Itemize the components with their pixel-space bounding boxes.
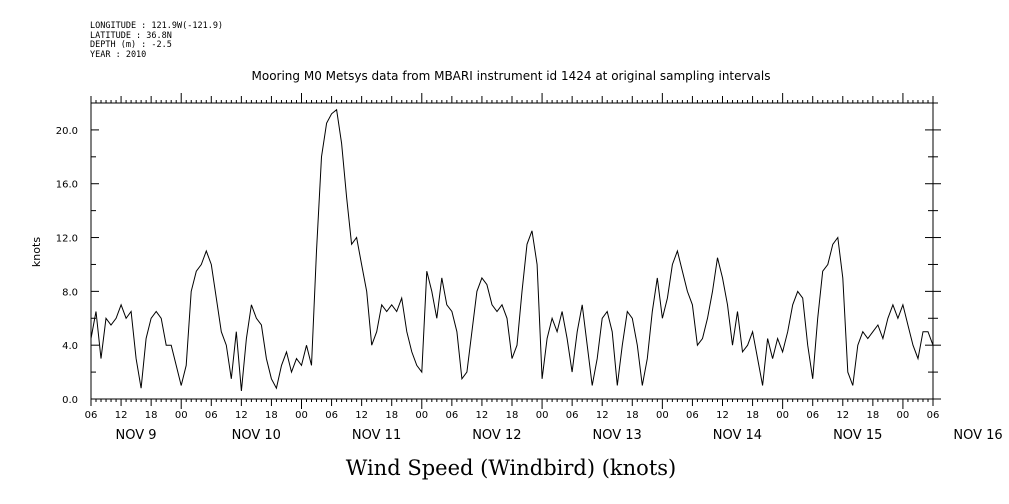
x-tick-label: 12 [476,410,489,421]
depth-text: DEPTH (m) : -2.5 [90,40,172,50]
day-label: NOV 14 [713,428,762,443]
day-label: NOV 16 [953,428,1002,443]
mooring-metadata: LONGITUDE : 121.9W(-121.9) LATITUDE : 36… [90,21,224,60]
y-tick-label: 16.0 [56,180,78,191]
day-label: NOV 11 [352,428,401,443]
x-tick-label: 12 [596,410,609,421]
x-tick-label: 12 [115,410,128,421]
year-text: YEAR : 2010 [90,49,147,60]
wind-speed-series-line [90,108,934,391]
longitude-text: LONGITUDE : 121.9W(-121.9) [90,21,224,31]
x-tick-label: 06 [85,410,98,421]
day-label: NOV 10 [232,428,281,443]
x-tick-label: 12 [836,410,849,421]
day-label: NOV 13 [592,428,641,443]
chart-subtitle: Wind Speed (Windbird) (knots) [346,456,676,480]
y-tick-label: 12.0 [56,234,78,245]
y-tick-label: 8.0 [62,287,78,298]
y-tick-label: 20.0 [56,126,78,137]
x-tick-label: 18 [866,410,879,421]
x-tick-label: 00 [415,410,428,421]
x-tick-label: 12 [235,410,248,421]
x-tick-label: 00 [175,410,188,421]
day-label: NOV 15 [833,428,882,443]
x-tick-label: 18 [145,410,158,421]
day-label: NOV 12 [472,428,521,443]
x-tick-label: 00 [897,410,910,421]
latitude-text: LATITUDE : 36.8N [90,30,172,41]
chart-axes: 0.0 4.0 8.0 12.0 16.0 20.0 06 12 18 00 06 12 18 00 06 1… [56,93,1003,443]
y-axis-label: knots [30,237,43,267]
day-label: NOV 9 [115,428,156,443]
x-tick-label: 06 [927,410,940,421]
x-tick-label: 18 [385,410,398,421]
x-tick-label: 06 [445,410,458,421]
x-tick-label: 00 [295,410,308,421]
x-tick-label: 18 [626,410,639,421]
x-tick-label: 18 [506,410,519,421]
x-tick-label: 06 [566,410,579,421]
y-tick-label: 4.0 [62,341,78,352]
x-tick-label: 06 [806,410,819,421]
x-tick-label: 06 [686,410,699,421]
x-tick-label: 00 [656,410,669,421]
x-tick-label: 12 [355,410,368,421]
y-tick-label: 0.0 [62,395,78,406]
x-tick-label: 06 [205,410,218,421]
x-tick-label: 12 [716,410,729,421]
x-tick-label: 00 [536,410,549,421]
x-tick-label: 06 [325,410,338,421]
x-tick-label: 00 [776,410,789,421]
x-tick-label: 18 [746,410,759,421]
chart-title: Mooring M0 Metsys data from MBARI instru… [252,69,771,83]
x-tick-label: 18 [265,410,278,421]
